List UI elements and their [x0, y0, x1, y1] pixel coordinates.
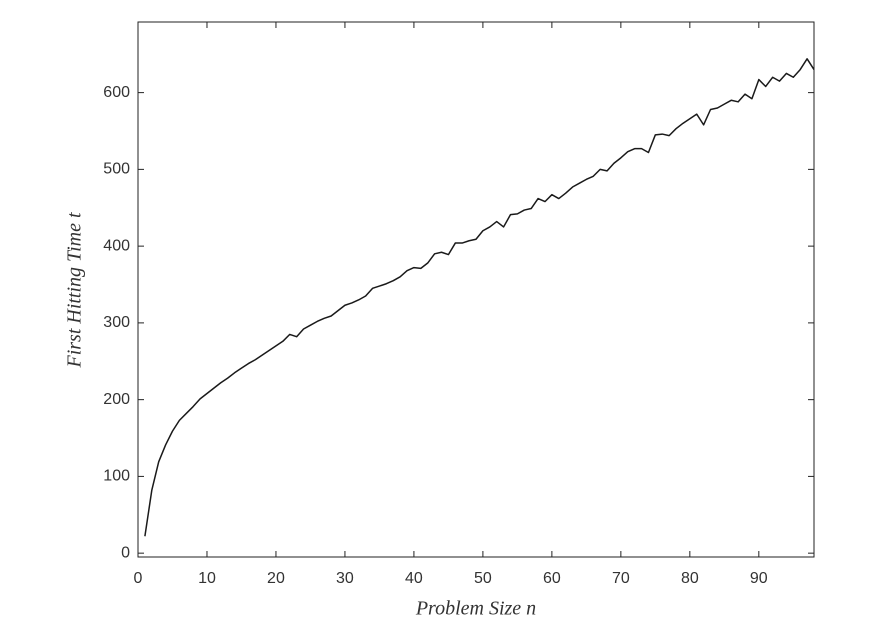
x-tick-label: 60	[543, 570, 561, 587]
y-tick-label: 400	[103, 237, 130, 254]
x-tick-label: 30	[336, 570, 354, 587]
y-axis-title: First Hitting Time t	[64, 212, 86, 368]
x-tick-label: 0	[134, 570, 143, 587]
x-tick-label: 70	[612, 570, 630, 587]
x-axis-title: Problem Size n	[415, 598, 536, 620]
x-tick-label: 10	[198, 570, 216, 587]
data-line	[144, 58, 815, 537]
y-tick-label: 300	[103, 314, 130, 331]
plot-frame	[137, 21, 815, 558]
y-tick-label: 600	[103, 84, 130, 101]
x-tick-label: 80	[681, 570, 699, 587]
x-tick-label: 50	[474, 570, 492, 587]
x-tick-label: 20	[267, 570, 285, 587]
x-tick-label: 40	[405, 570, 423, 587]
y-tick-label: 500	[103, 161, 130, 178]
x-tick-label: 90	[750, 570, 768, 587]
y-tick-label: 200	[103, 391, 130, 408]
y-tick-label: 100	[103, 468, 130, 485]
y-tick-label: 0	[121, 544, 130, 561]
